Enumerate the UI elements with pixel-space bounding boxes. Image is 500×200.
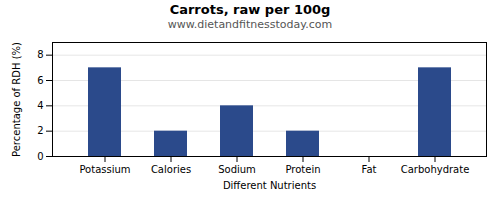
- svg-text:Protein: Protein: [285, 164, 320, 175]
- svg-text:Percentage of RDH (%): Percentage of RDH (%): [11, 42, 22, 157]
- svg-text:Sodium: Sodium: [218, 164, 256, 175]
- svg-text:Fat: Fat: [362, 164, 377, 175]
- svg-text:0: 0: [37, 151, 43, 162]
- svg-text:Calories: Calories: [151, 164, 191, 175]
- svg-text:2: 2: [37, 125, 43, 136]
- svg-text:8: 8: [37, 49, 43, 60]
- svg-text:Different Nutrients: Different Nutrients: [223, 180, 316, 191]
- svg-text:6: 6: [37, 75, 43, 86]
- svg-text:Potassium: Potassium: [79, 164, 130, 175]
- svg-text:4: 4: [37, 100, 43, 111]
- svg-text:Carbohydrate: Carbohydrate: [401, 164, 470, 175]
- html-text:Carrots, raw per 100g: Carrots, raw per 100g: [169, 2, 331, 17]
- html-text:www.dietandfitnesstoday.com: www.dietandfitnesstoday.com: [167, 18, 333, 31]
